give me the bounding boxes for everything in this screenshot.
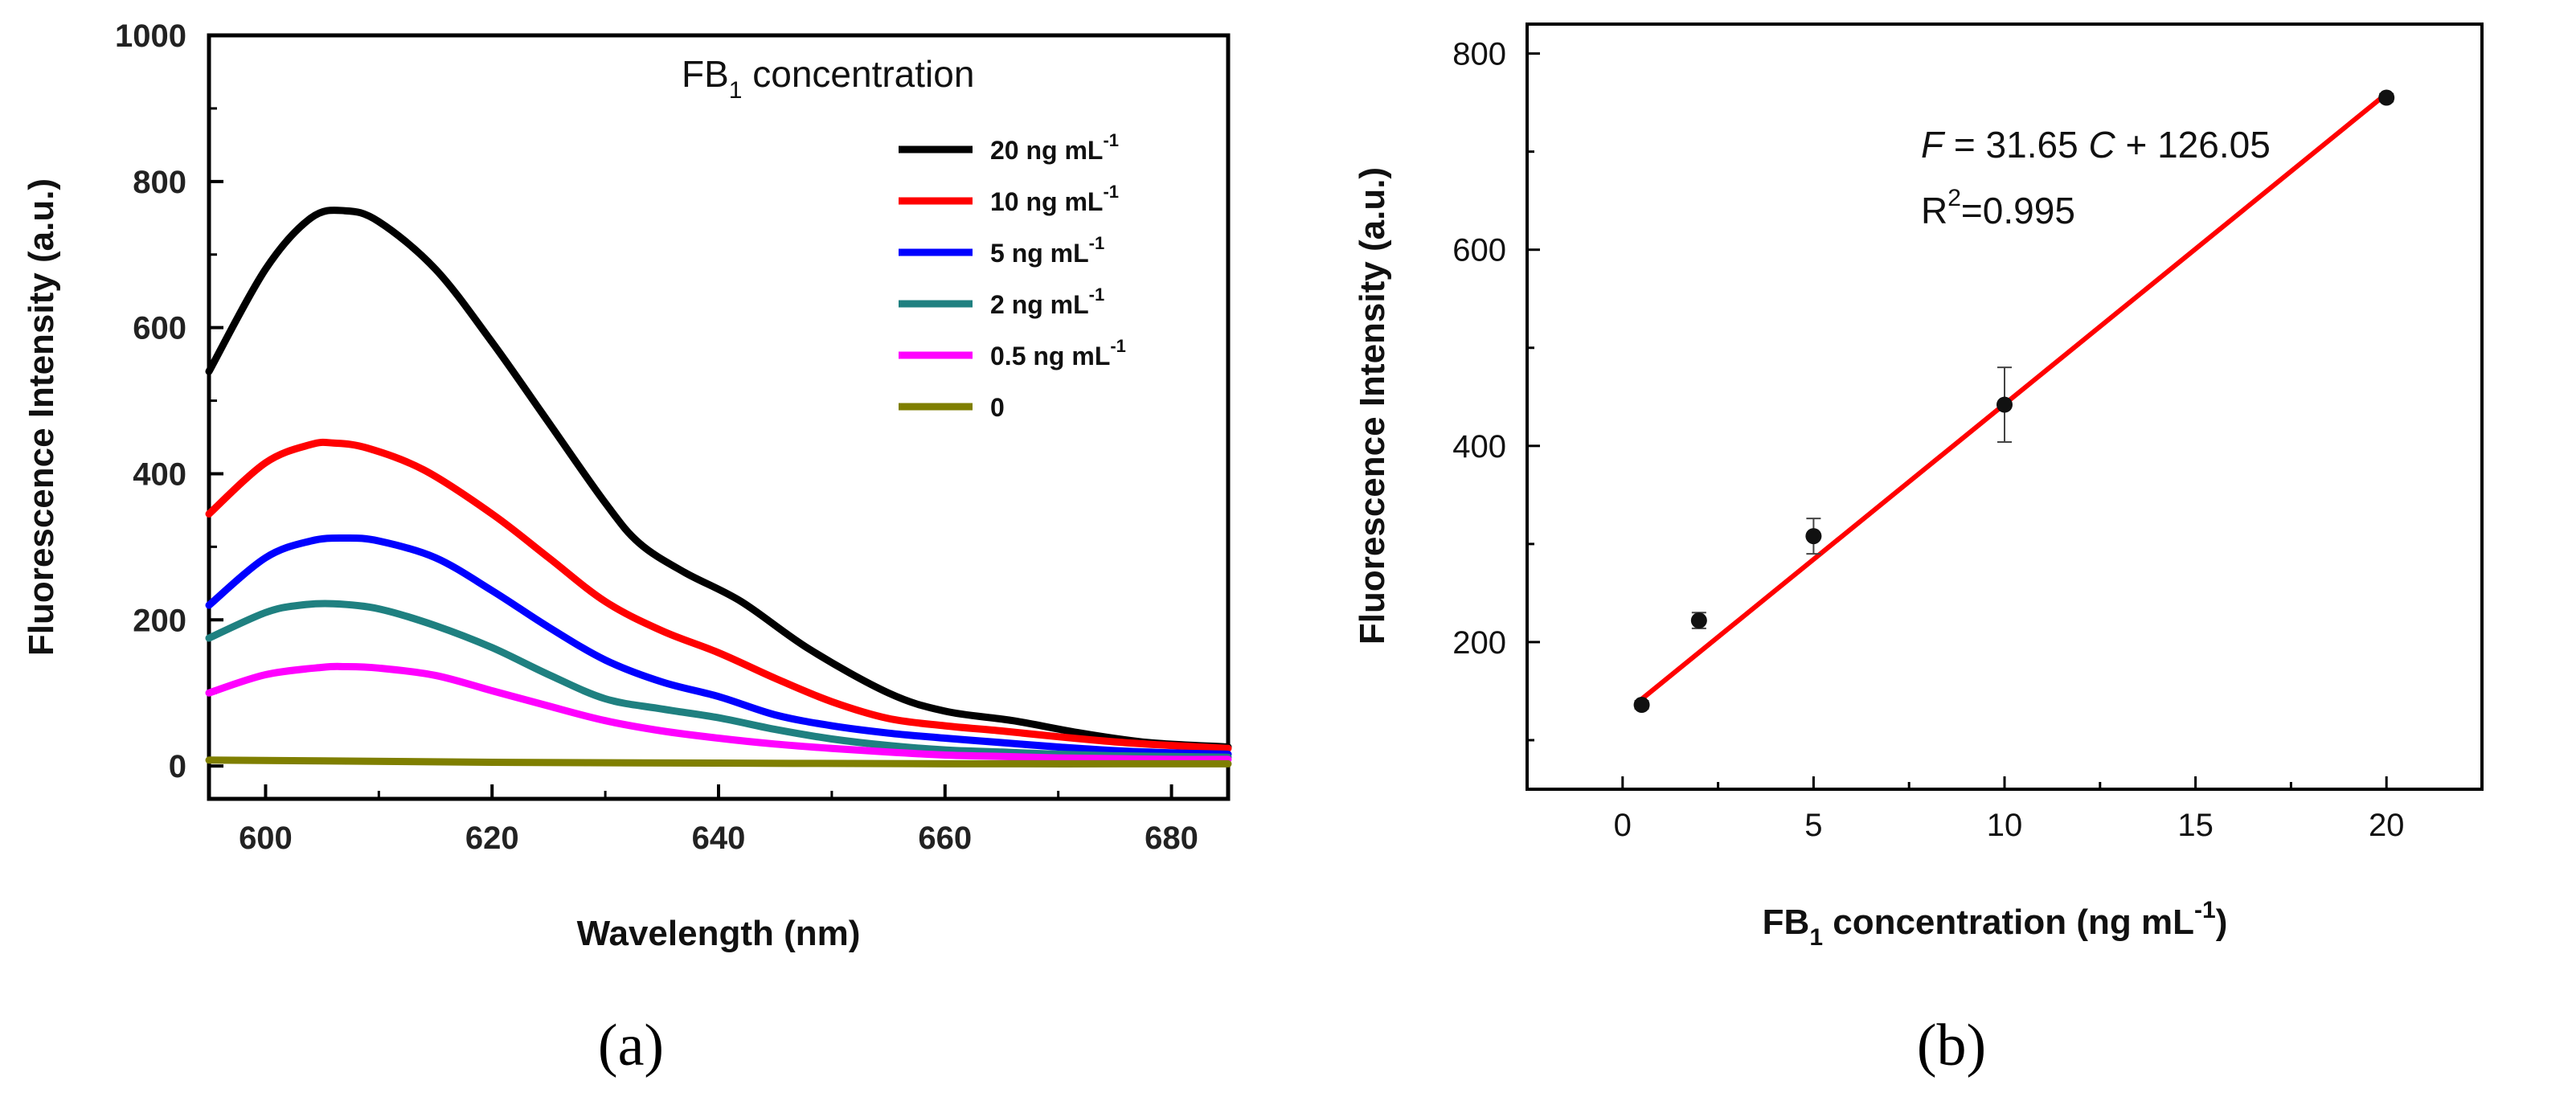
data-point [2378, 89, 2395, 106]
panel-b-x-ticks: 0 5 10 15 20 [1614, 776, 2405, 843]
a-x-tick-label: 660 [918, 821, 972, 856]
panel-a-chart: 0 200 400 600 800 1000 600 620 640 660 680 Fluore… [22, 18, 1232, 1079]
panel-a-legend: FB1 concentration 20 ng mL-1 10 ng mL-1 5 … [682, 53, 1126, 422]
fit-equation: F = 31.65 C + 126.05 [1921, 124, 2271, 166]
a-y-tick-label: 600 [133, 311, 186, 346]
b-y-tick-label: 800 [1452, 37, 1506, 72]
legend-title: FB1 concentration [682, 53, 974, 104]
b-x-tick-label: 5 [1804, 808, 1822, 843]
data-point [1805, 518, 1822, 555]
b-x-tick-label: 0 [1614, 808, 1632, 843]
data-point [1690, 612, 1707, 629]
a-y-tick-label: 400 [133, 456, 186, 492]
a-y-tick-label: 0 [169, 749, 186, 784]
legend-label: 2 ng mL-1 [990, 285, 1104, 319]
panel-b-chart: 200 400 600 800 0 5 10 15 20 Fluorescence Inten… [1353, 23, 2484, 1079]
panel-a-x-ticks: 600 620 640 660 680 [239, 784, 1198, 856]
a-x-tick-label: 680 [1145, 821, 1198, 856]
a-y-tick-label: 800 [133, 165, 186, 200]
series-line-5 [205, 756, 1232, 768]
panel-a-y-ticks: 0 200 400 600 800 1000 [115, 18, 223, 784]
legend-label: 20 ng mL-1 [990, 130, 1119, 165]
point-marker [1633, 697, 1650, 714]
a-x-tick-label: 620 [465, 821, 519, 856]
r-squared: R2=0.995 [1921, 185, 2075, 231]
b-x-tick-label: 20 [2369, 808, 2405, 843]
legend-label: 5 ng mL-1 [990, 233, 1104, 268]
data-point [1633, 697, 1650, 714]
panel-a-series [205, 207, 1232, 768]
panel-b-x-axis-title: FB1 concentration (ng mL-1) [1763, 897, 2228, 951]
b-x-tick-label: 10 [1987, 808, 2023, 843]
a-y-tick-label: 200 [133, 603, 186, 638]
legend-label: 10 ng mL-1 [990, 182, 1119, 216]
series-line-2 [205, 534, 1232, 758]
panel-b-fit [1640, 92, 2389, 702]
point-marker [1690, 612, 1707, 629]
series-line-1 [205, 438, 1232, 752]
panel-a-y-axis-title: Fluorescence Intensity (a.u.) [22, 178, 61, 656]
b-x-tick-label: 15 [2177, 808, 2214, 843]
point-marker [1997, 396, 2013, 413]
legend-items: 20 ng mL-1 10 ng mL-1 5 ng mL-1 2 ng mL-1 0.… [899, 130, 1126, 422]
series-line-3 [205, 600, 1232, 761]
panel-a-x-axis-title: Wavelength (nm) [577, 914, 861, 953]
point-marker [1805, 528, 1822, 545]
b-y-tick-label: 400 [1452, 429, 1506, 465]
panel-a-caption: (a) [598, 1013, 664, 1079]
point-marker [2378, 89, 2395, 106]
series-line-4 [205, 662, 1232, 763]
b-y-tick-label: 200 [1452, 625, 1506, 661]
a-y-tick-label: 1000 [115, 18, 186, 54]
legend-label: 0 [990, 393, 1005, 422]
a-x-tick-label: 600 [239, 821, 293, 856]
data-point [1997, 366, 2013, 443]
panel-b-y-axis-title: Fluorescence Intensity (a.u.) [1353, 167, 1392, 645]
series-line-0 [205, 207, 1232, 751]
panel-b-points [1633, 89, 2395, 714]
panel-b-caption: (b) [1917, 1013, 1986, 1079]
legend-label: 0.5 ng mL-1 [990, 336, 1126, 370]
a-x-tick-label: 640 [692, 821, 746, 856]
b-y-tick-label: 600 [1452, 233, 1506, 268]
panel-b-y-ticks: 200 400 600 800 [1452, 37, 1540, 742]
fit-line [1640, 92, 2389, 702]
